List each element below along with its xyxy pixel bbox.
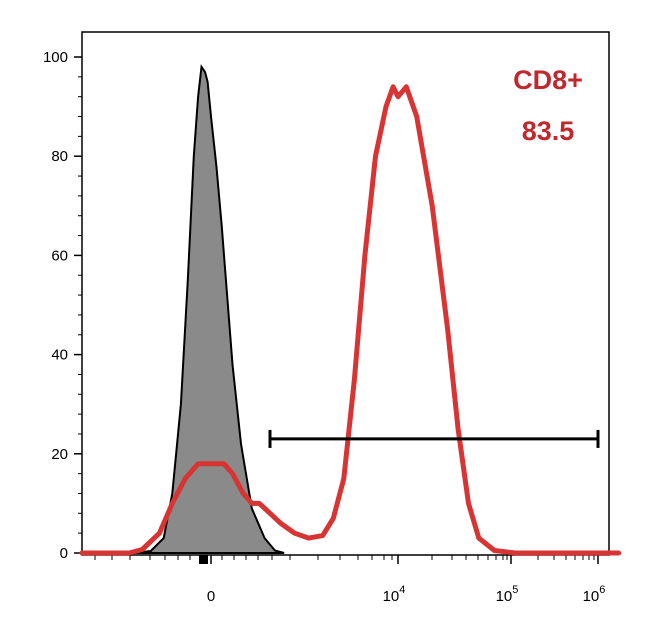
gate-percent-label: 83.5: [522, 116, 575, 146]
isotype-control-histogram: [133, 64, 285, 554]
x-zero-dense-ticks: [199, 555, 208, 564]
plot-frame: [81, 31, 610, 556]
x-tick-label: 0: [207, 588, 215, 605]
y-tick-label: 0: [60, 545, 68, 562]
y-tick-label: 20: [51, 446, 68, 463]
y-tick-label: 100: [43, 49, 68, 66]
gate-name-label: CD8+: [513, 65, 583, 95]
x-tick-label: 106: [583, 584, 606, 605]
x-axis: 0 104 105 106: [94, 555, 606, 605]
x-tick-label: 105: [496, 584, 519, 605]
series-layer: [79, 64, 622, 556]
y-tick-label: 40: [51, 347, 68, 364]
y-tick-label: 60: [51, 247, 68, 264]
cd8-histogram-line: [79, 84, 622, 556]
y-axis: 0 20 40 60 80 100: [43, 49, 82, 562]
x-tick-label: 104: [383, 584, 406, 605]
gate-layer: [268, 429, 600, 448]
y-tick-label: 80: [51, 148, 68, 165]
